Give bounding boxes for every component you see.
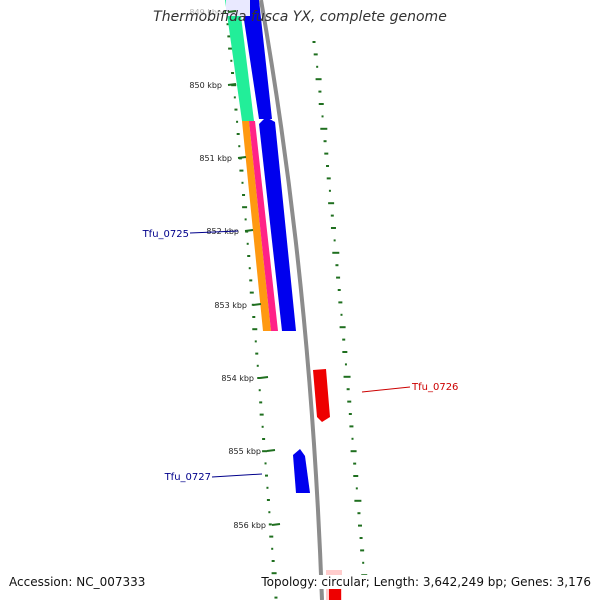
gene-label-tfu-0725[interactable]: Tfu_0725 [142,229,239,240]
tick-mark [244,229,254,232]
leader-line-tfu-0727 [211,473,263,478]
gc-content-track-outer [312,41,368,589]
tick-label: 853 kbp [214,301,247,310]
cds-arrow-blue-top[interactable] [241,0,272,119]
gene-label-text: Tfu_0725 [142,229,189,240]
tick-label: 856 kbp [233,521,266,530]
tick-label: 851 kbp [199,154,232,163]
accession-text: Accession: NC_007333 [9,575,146,589]
leader-line-tfu-0726 [361,386,411,393]
gene-label-tfu-0727[interactable]: Tfu_0727 [164,472,263,483]
gene-label-text: Tfu_0727 [164,472,211,483]
tick-mark [252,303,262,306]
tick-label: 849 kbp [189,8,222,17]
map-title: Thermobifida fusca YX, complete genome [153,9,447,25]
genome-summary-text: Topology: circular; Length: 3,642,249 bp… [261,575,591,589]
feature-band-orange[interactable] [242,121,271,331]
tick-mark [227,10,237,13]
gene-label-text: Tfu_0726 [411,382,458,393]
gene-label-tfu-0726[interactable]: Tfu_0726 [361,382,458,393]
genome-backbone [259,0,324,600]
cds-arrow-red[interactable] [313,369,330,422]
tick-mark [227,83,237,86]
tick-mark [259,376,269,379]
cds-arrow-blue-long[interactable] [259,117,296,331]
faded-feature-red [329,588,341,600]
cds-arrow-blue-small[interactable] [293,449,310,493]
tick-label: 855 kbp [228,447,261,456]
tick-label: 850 kbp [189,81,222,90]
leader-line-tfu-0725 [189,230,239,234]
tick-mark [266,449,276,452]
tick-label: 854 kbp [221,374,254,383]
tick-mark [237,156,247,159]
feature-band-cyan[interactable] [225,0,254,121]
feature-band-pink[interactable] [249,121,278,331]
tick-mark [271,523,281,526]
